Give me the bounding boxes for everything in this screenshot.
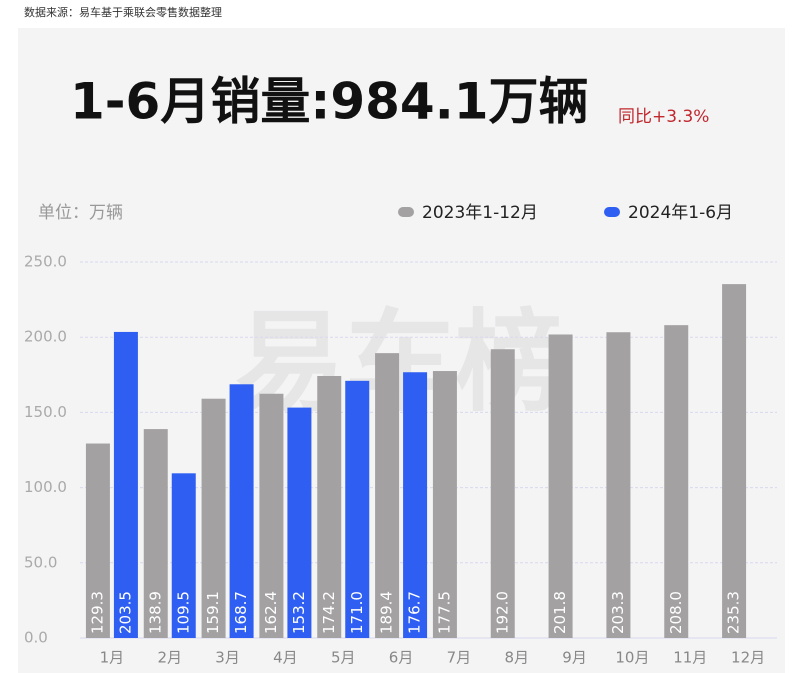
data-label: 201.8 bbox=[551, 591, 569, 634]
legend-label: 2024年1-6月 bbox=[628, 203, 733, 223]
bar bbox=[287, 407, 312, 638]
bar bbox=[375, 353, 400, 638]
x-tick-label: 1月 bbox=[100, 649, 125, 667]
data-label: 159.1 bbox=[204, 591, 222, 634]
bar bbox=[229, 384, 254, 638]
bar bbox=[722, 284, 747, 638]
data-label: 177.5 bbox=[435, 591, 453, 634]
bar bbox=[432, 371, 457, 638]
y-tick-label: 200.0 bbox=[24, 328, 67, 346]
unit-label: 单位：万辆 bbox=[38, 203, 123, 223]
bar bbox=[317, 376, 342, 638]
data-label: 153.2 bbox=[290, 591, 308, 634]
data-label: 109.5 bbox=[174, 591, 192, 634]
data-label: 129.3 bbox=[88, 591, 106, 634]
data-label: 235.3 bbox=[725, 591, 743, 634]
legend-swatch bbox=[398, 207, 414, 217]
x-tick-label: 8月 bbox=[504, 649, 529, 667]
source-note: 数据来源：易车基于乘联会零售数据整理 bbox=[24, 5, 222, 19]
bar bbox=[85, 443, 110, 638]
y-tick-label: 100.0 bbox=[24, 478, 67, 496]
data-label: 208.0 bbox=[667, 591, 685, 634]
x-tick-label: 2月 bbox=[157, 649, 182, 667]
bar bbox=[345, 380, 370, 638]
y-tick-label: 0.0 bbox=[24, 629, 48, 647]
data-label: 138.9 bbox=[146, 591, 164, 634]
subtitle: 同比+3.3% bbox=[618, 107, 709, 127]
y-tick-label: 250.0 bbox=[24, 253, 67, 271]
data-label: 168.7 bbox=[232, 591, 250, 634]
bar bbox=[606, 332, 631, 638]
bar bbox=[259, 393, 284, 638]
x-tick-label: 11月 bbox=[673, 649, 707, 667]
x-tick-label: 10月 bbox=[615, 649, 649, 667]
bar bbox=[548, 334, 573, 638]
x-tick-label: 9月 bbox=[562, 649, 587, 667]
bar bbox=[201, 398, 226, 638]
bar bbox=[490, 349, 515, 638]
data-label: 189.4 bbox=[378, 591, 396, 634]
bar bbox=[171, 473, 196, 638]
x-tick-label: 4月 bbox=[273, 649, 298, 667]
data-label: 203.5 bbox=[116, 591, 134, 634]
data-label: 176.7 bbox=[406, 591, 424, 634]
x-tick-label: 12月 bbox=[731, 649, 765, 667]
bar bbox=[143, 429, 168, 638]
x-tick-label: 3月 bbox=[215, 649, 240, 667]
y-tick-label: 150.0 bbox=[24, 403, 67, 421]
bar bbox=[664, 325, 689, 638]
bar bbox=[113, 331, 138, 638]
data-label: 171.0 bbox=[348, 591, 366, 634]
data-label: 174.2 bbox=[320, 591, 338, 634]
legend-label: 2023年1-12月 bbox=[422, 203, 538, 223]
data-label: 192.0 bbox=[493, 591, 511, 634]
x-tick-label: 7月 bbox=[447, 649, 472, 667]
y-tick-label: 50.0 bbox=[24, 553, 57, 571]
chart-title: 1-6月销量:984.1万辆 bbox=[70, 73, 588, 131]
bar bbox=[403, 372, 428, 638]
watermark: 易车榜 bbox=[235, 298, 565, 426]
x-tick-label: 6月 bbox=[389, 649, 414, 667]
x-tick-label: 5月 bbox=[331, 649, 356, 667]
data-label: 203.3 bbox=[609, 591, 627, 634]
legend-swatch bbox=[604, 207, 620, 217]
data-label: 162.4 bbox=[262, 591, 280, 634]
